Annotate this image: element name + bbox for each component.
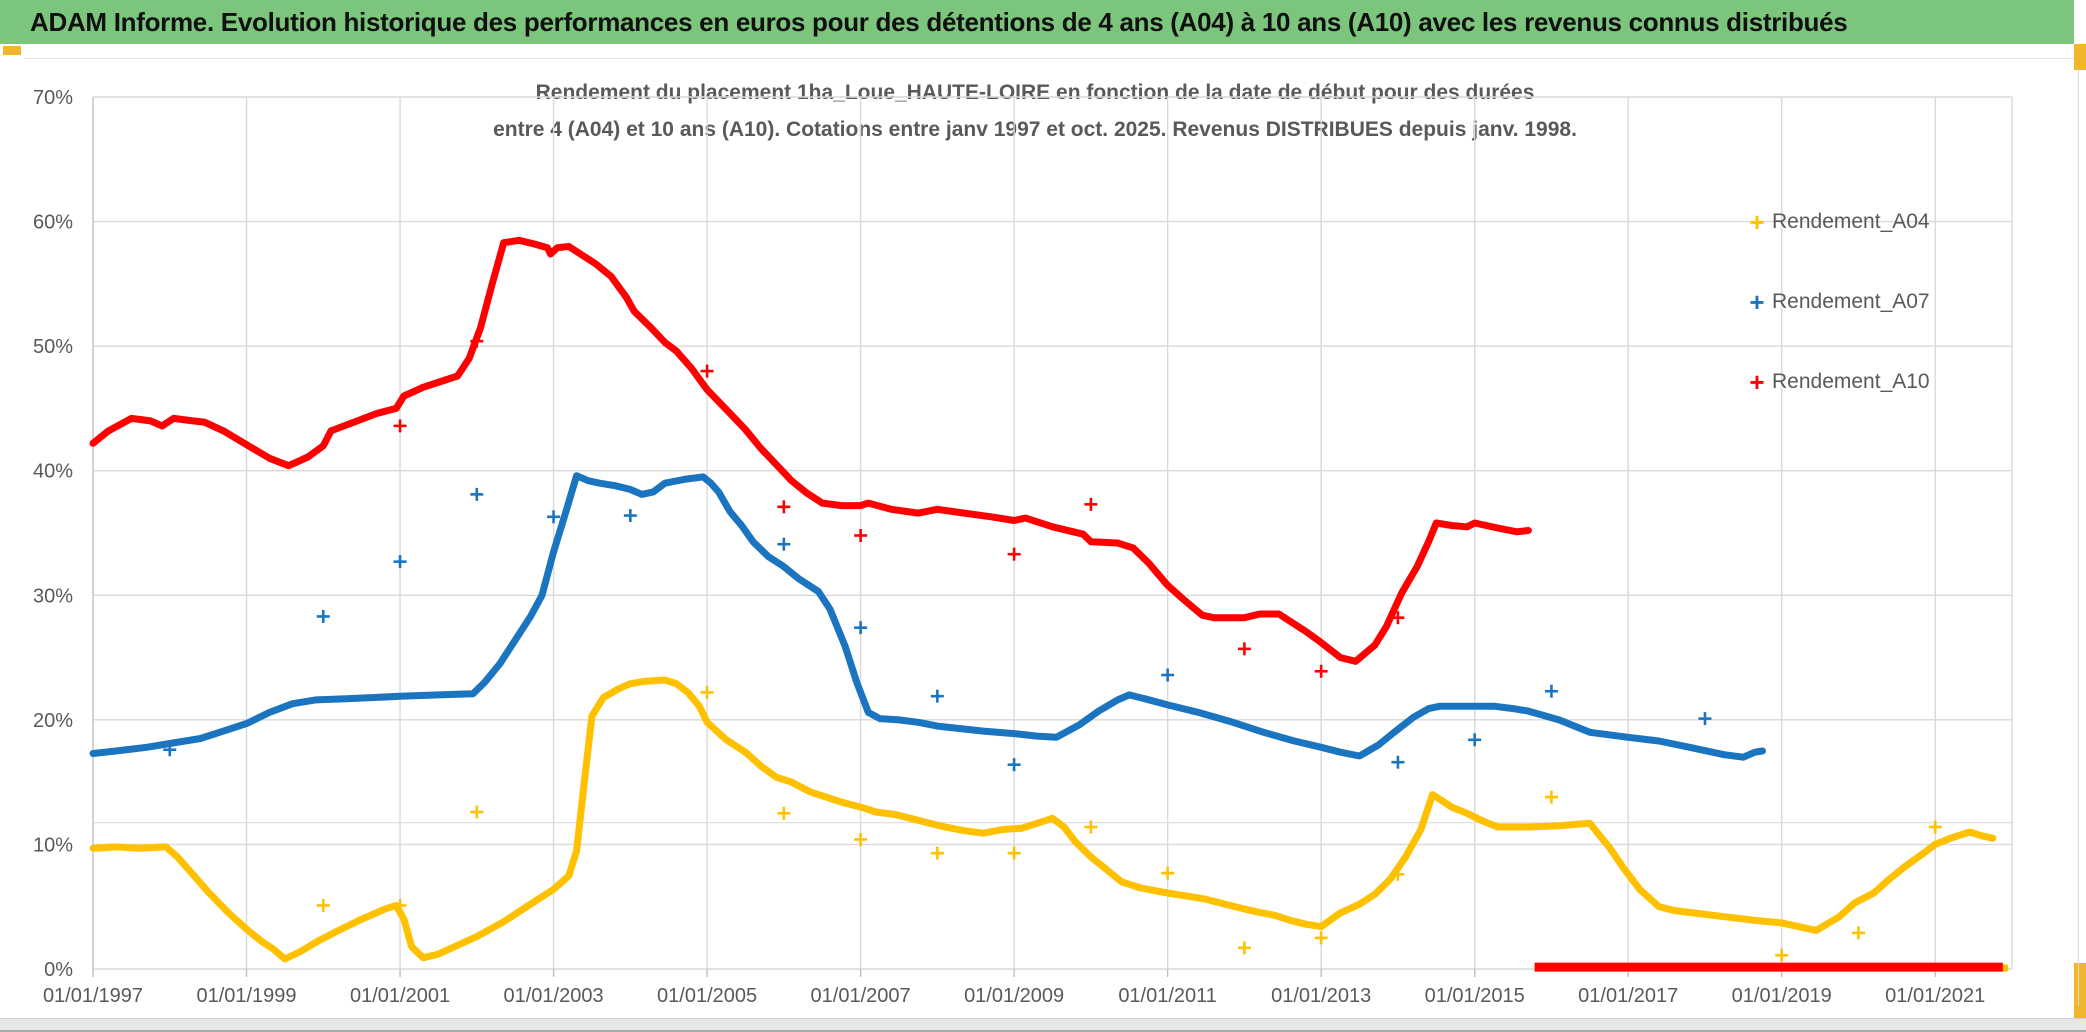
y-tick-label: 70% <box>33 87 73 109</box>
banner-title: ADAM Informe. Evolution historique des p… <box>30 6 1848 37</box>
y-tick-label: 20% <box>33 710 73 732</box>
window-bottom-edge <box>0 1030 2086 1032</box>
annual-plus-markers-Rendement_A10 <box>393 334 1405 678</box>
y-tick-label: 10% <box>33 834 73 856</box>
right-accent-tab <box>2074 44 2086 70</box>
x-tick-label: 01/01/2007 <box>811 985 911 1007</box>
x-tick-label: 01/01/1997 <box>43 985 143 1007</box>
y-axis-labels: 0% 10% 20% 30% 40% 50% 60% 70% <box>33 87 73 981</box>
x-tick-label: 01/01/1999 <box>196 985 296 1007</box>
x-tick-label: 01/01/2009 <box>964 985 1064 1007</box>
y-tick-label: 0% <box>44 959 73 981</box>
plus-marker-icon: + <box>1749 287 1765 317</box>
chart-title: Rendement du placement 1ha_Loue_HAUTE-LO… <box>340 74 1730 148</box>
plus-marker-icon: + <box>1749 367 1765 397</box>
chart-title-line1: Rendement du placement 1ha_Loue_HAUTE-LO… <box>535 81 1535 104</box>
x-tick-label: 01/01/2021 <box>1885 985 1985 1007</box>
legend-label: Rendement_A07 <box>1772 290 1930 313</box>
y-tick-label: 40% <box>33 461 73 483</box>
x-tick-label: 01/01/2001 <box>350 985 450 1007</box>
legend-item-a07[interactable]: + Rendement_A07 <box>1742 276 1930 328</box>
bottom-right-accent <box>2074 963 2086 1032</box>
annual-plus-markers-Rendement_A07 <box>163 487 1712 772</box>
series-line-Rendement_A07 <box>89 472 1766 761</box>
bottom-separator <box>0 1018 2086 1019</box>
x-tick-label: 01/01/2013 <box>1271 985 1371 1007</box>
x-tick-label: 01/01/2011 <box>1118 985 1217 1007</box>
x-tick-label: 01/01/2017 <box>1578 985 1678 1007</box>
x-tick-label: 01/01/2019 <box>1732 985 1832 1007</box>
y-tick-label: 30% <box>33 585 73 607</box>
gridlines <box>92 96 2013 977</box>
x-tick-label: 01/01/2015 <box>1425 985 1525 1007</box>
legend-item-a04[interactable]: + Rendement_A04 <box>1742 196 1930 248</box>
annual-plus-markers-Rendement_A04 <box>316 685 1942 962</box>
series-line-Rendement_A04 <box>89 676 1997 963</box>
y-tick-label: 50% <box>33 336 73 358</box>
legend-label: Rendement_A10 <box>1772 370 1930 393</box>
y-tick-label: 60% <box>33 212 73 234</box>
x-tick-label: 01/01/2005 <box>657 985 757 1007</box>
bottom-scrollbar-track[interactable] <box>0 1019 2086 1032</box>
title-banner: ADAM Informe. Evolution historique des p… <box>0 0 2074 44</box>
plus-marker-icon: + <box>1749 207 1765 237</box>
chart-title-line2: entre 4 (A04) et 10 ans (A10). Cotations… <box>493 118 1577 141</box>
legend-item-a10[interactable]: + Rendement_A10 <box>1742 356 1930 408</box>
x-axis-labels: 01/01/1997 01/01/1999 01/01/2001 01/01/2003… <box>43 985 1985 1007</box>
chart-top-border <box>24 58 2074 59</box>
left-accent-tab <box>3 46 21 55</box>
chart-legend: + Rendement_A04 + Rendement_A07 + Rendem… <box>1742 196 1930 436</box>
legend-label: Rendement_A04 <box>1772 210 1930 233</box>
x-tick-label: 01/01/2003 <box>504 985 604 1007</box>
series-line-Rendement_A10 <box>89 236 1532 665</box>
window-right-border <box>2078 70 2079 1006</box>
